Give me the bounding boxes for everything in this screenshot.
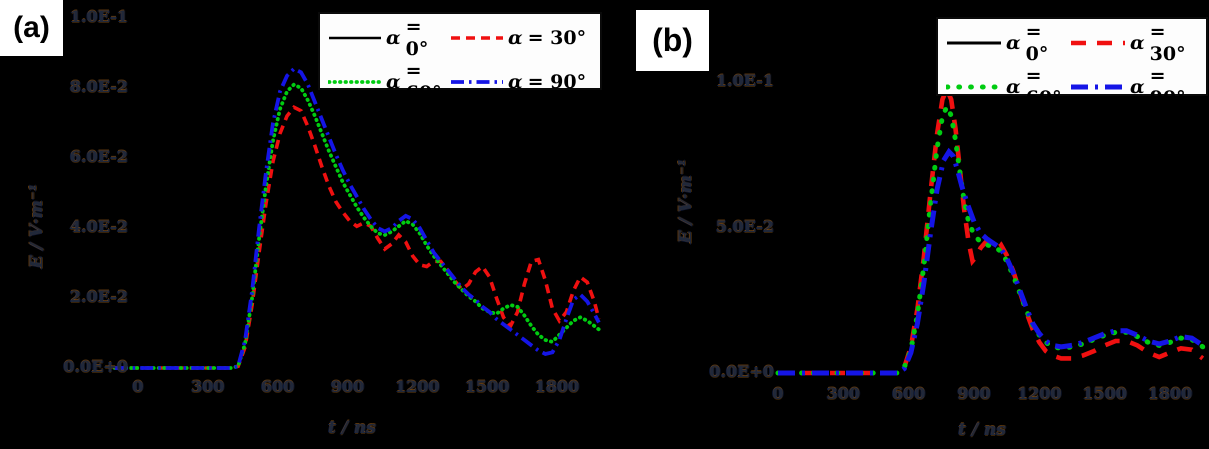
legend-value: = 30° xyxy=(1149,21,1186,65)
x-tick-label: 600 xyxy=(891,384,926,403)
curve-a-90deg xyxy=(114,66,601,370)
legend-item-alpha-60: α = 60° xyxy=(328,60,450,104)
legend-value: = 60° xyxy=(405,60,442,104)
solid-line-sample-icon xyxy=(947,41,1001,45)
x-tick-label: 0 xyxy=(132,377,144,396)
y-tick-label: 1.0E-1 xyxy=(69,7,128,26)
legend-item-alpha-0: α = 0° xyxy=(946,21,1070,65)
y-tick-label: 8.0E-2 xyxy=(69,77,128,96)
legend-symbol: α xyxy=(1006,76,1021,98)
curve-a-0deg xyxy=(114,75,600,370)
legend-symbol: α xyxy=(386,71,401,93)
legend-value: = 30° xyxy=(527,27,587,49)
x-tick-label: 900 xyxy=(330,377,365,396)
panel-b-legend: α = 0° α = 30° α = 60° α = 90° xyxy=(936,17,1208,109)
panel-b-label: (b) xyxy=(636,10,709,71)
x-tick-label: 0 xyxy=(772,384,784,403)
x-tick-label: 1200 xyxy=(395,377,440,396)
x-tick-label: 1200 xyxy=(1017,384,1062,403)
x-tick-label: 1500 xyxy=(1082,384,1127,403)
x-tick-label: 300 xyxy=(191,377,225,396)
curve-a-30deg xyxy=(114,105,601,370)
legend-item-alpha-0: α = 0° xyxy=(328,16,450,60)
dashed-line-sample-icon xyxy=(1071,40,1125,46)
legend-item-alpha-90: α = 90° xyxy=(1070,65,1198,109)
x-tick-label: 600 xyxy=(260,377,295,396)
solid-line-sample-icon xyxy=(329,36,381,40)
legend-symbol: α xyxy=(1130,76,1145,98)
legend-symbol: α xyxy=(508,71,523,93)
curve-a-60deg xyxy=(112,82,601,370)
legend-value: = 90° xyxy=(1149,65,1186,109)
y-tick-label: 5.0E-2 xyxy=(715,216,774,236)
panel-b-x-axis-label: t / ns xyxy=(958,420,1006,440)
curve-b-90deg xyxy=(778,147,1205,376)
x-tick-label: 1500 xyxy=(464,377,510,396)
panel-a-label: (a) xyxy=(0,0,63,56)
y-tick-label: 6.0E-2 xyxy=(69,147,128,166)
y-tick-label: 1.0E-1 xyxy=(715,71,774,90)
y-tick-label: 0.0E+0 xyxy=(63,357,128,376)
legend-value: = 60° xyxy=(1025,65,1062,109)
x-tick-label: 900 xyxy=(957,384,991,403)
curve-b-30deg xyxy=(778,83,1205,376)
legend-value: = 0° xyxy=(1025,21,1049,65)
panel-a-legend: α = 0° α = 30° α = 60° α = 90° xyxy=(318,12,602,104)
x-tick-label: 300 xyxy=(826,384,861,403)
legend-item-alpha-90: α = 90° xyxy=(450,60,592,104)
panel-a-x-axis-label: t / ns xyxy=(328,418,376,438)
legend-value: = 0° xyxy=(405,16,429,60)
legend-item-alpha-60: α = 60° xyxy=(946,65,1070,109)
dashed-line-sample-icon xyxy=(451,36,503,40)
x-tick-label: 1800 xyxy=(1147,384,1193,403)
legend-item-alpha-30: α = 30° xyxy=(450,16,592,60)
legend-symbol: α xyxy=(1006,32,1021,54)
legend-symbol: α xyxy=(386,27,401,49)
dash-dot-line-sample-icon xyxy=(451,80,503,84)
y-tick-label: 4.0E-2 xyxy=(69,217,128,236)
dotted-line-sample-icon xyxy=(328,80,382,84)
y-tick-label: 2.0E-2 xyxy=(69,287,128,306)
legend-symbol: α xyxy=(508,27,523,49)
legend-value: = 90° xyxy=(527,71,587,93)
dotted-line-sample-icon xyxy=(946,84,1002,90)
panel-b-y-axis-label: E / V·m⁻¹ xyxy=(676,158,696,244)
y-tick-label: 0.0E+0 xyxy=(709,362,774,381)
dash-dot-line-sample-icon xyxy=(1071,84,1125,90)
panel-a-y-axis-label: E / V·m⁻¹ xyxy=(27,183,47,269)
x-tick-label: 1800 xyxy=(534,377,580,396)
legend-item-alpha-30: α = 30° xyxy=(1070,21,1198,65)
legend-symbol: α xyxy=(1130,32,1145,54)
